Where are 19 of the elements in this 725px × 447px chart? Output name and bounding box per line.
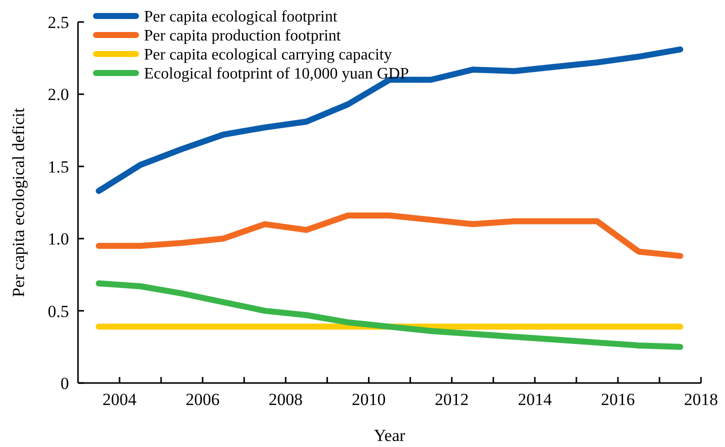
x-axis-title: Year — [374, 426, 406, 445]
y-tick-label: 2.0 — [48, 85, 69, 104]
legend-label: Per capita production footprint — [144, 28, 342, 45]
x-tick-label: 2018 — [684, 390, 718, 409]
y-tick-label: 0 — [60, 374, 69, 393]
x-tick-label: 2010 — [352, 390, 386, 409]
y-tick-label: 0.5 — [48, 302, 69, 321]
legend-label: Per capita ecological carrying capacity — [144, 46, 392, 64]
x-tick-label: 2012 — [434, 390, 469, 409]
x-tick-label: 2006 — [186, 390, 220, 409]
x-tick-label: 2004 — [102, 390, 138, 409]
y-tick-label: 1.5 — [48, 157, 69, 176]
y-tick-label: 2.5 — [48, 12, 69, 32]
x-tick-label: 2014 — [518, 390, 552, 409]
x-tick-label: 2016 — [600, 390, 635, 409]
x-tick-label: 2008 — [268, 390, 303, 409]
legend-label: Per capita ecological footprint — [144, 8, 338, 26]
y-axis-title: Per capita ecological deficit — [9, 108, 28, 298]
y-tick-label: 1.0 — [48, 230, 69, 249]
